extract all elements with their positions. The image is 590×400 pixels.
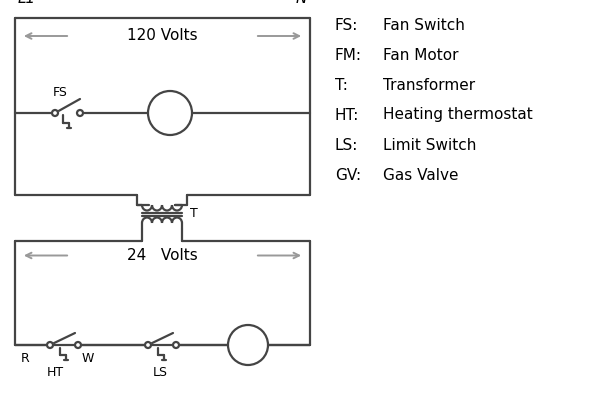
Text: HT:: HT: — [335, 108, 359, 122]
Circle shape — [47, 342, 53, 348]
Text: FS: FS — [53, 86, 67, 100]
Text: 24   Volts: 24 Volts — [127, 248, 198, 263]
Text: T: T — [190, 207, 198, 220]
Text: FM: FM — [159, 106, 181, 120]
Circle shape — [173, 342, 179, 348]
Text: GV:: GV: — [335, 168, 361, 182]
Circle shape — [77, 110, 83, 116]
Text: Fan Motor: Fan Motor — [383, 48, 458, 62]
Text: Transformer: Transformer — [383, 78, 475, 92]
Text: HT: HT — [47, 366, 64, 380]
Text: GV: GV — [237, 338, 259, 352]
Circle shape — [145, 342, 151, 348]
Circle shape — [228, 325, 268, 365]
Text: Fan Switch: Fan Switch — [383, 18, 465, 32]
Text: LS:: LS: — [335, 138, 358, 152]
Text: R: R — [21, 352, 30, 366]
Circle shape — [148, 91, 192, 135]
Text: L1: L1 — [18, 0, 36, 6]
Text: T:: T: — [335, 78, 348, 92]
Circle shape — [75, 342, 81, 348]
Text: FM:: FM: — [335, 48, 362, 62]
Circle shape — [52, 110, 58, 116]
Text: LS: LS — [152, 366, 168, 380]
Text: Limit Switch: Limit Switch — [383, 138, 476, 152]
Text: N: N — [296, 0, 307, 6]
Text: Gas Valve: Gas Valve — [383, 168, 458, 182]
Text: W: W — [82, 352, 94, 366]
Text: 120 Volts: 120 Volts — [127, 28, 197, 44]
Text: FS:: FS: — [335, 18, 358, 32]
Text: Heating thermostat: Heating thermostat — [383, 108, 533, 122]
